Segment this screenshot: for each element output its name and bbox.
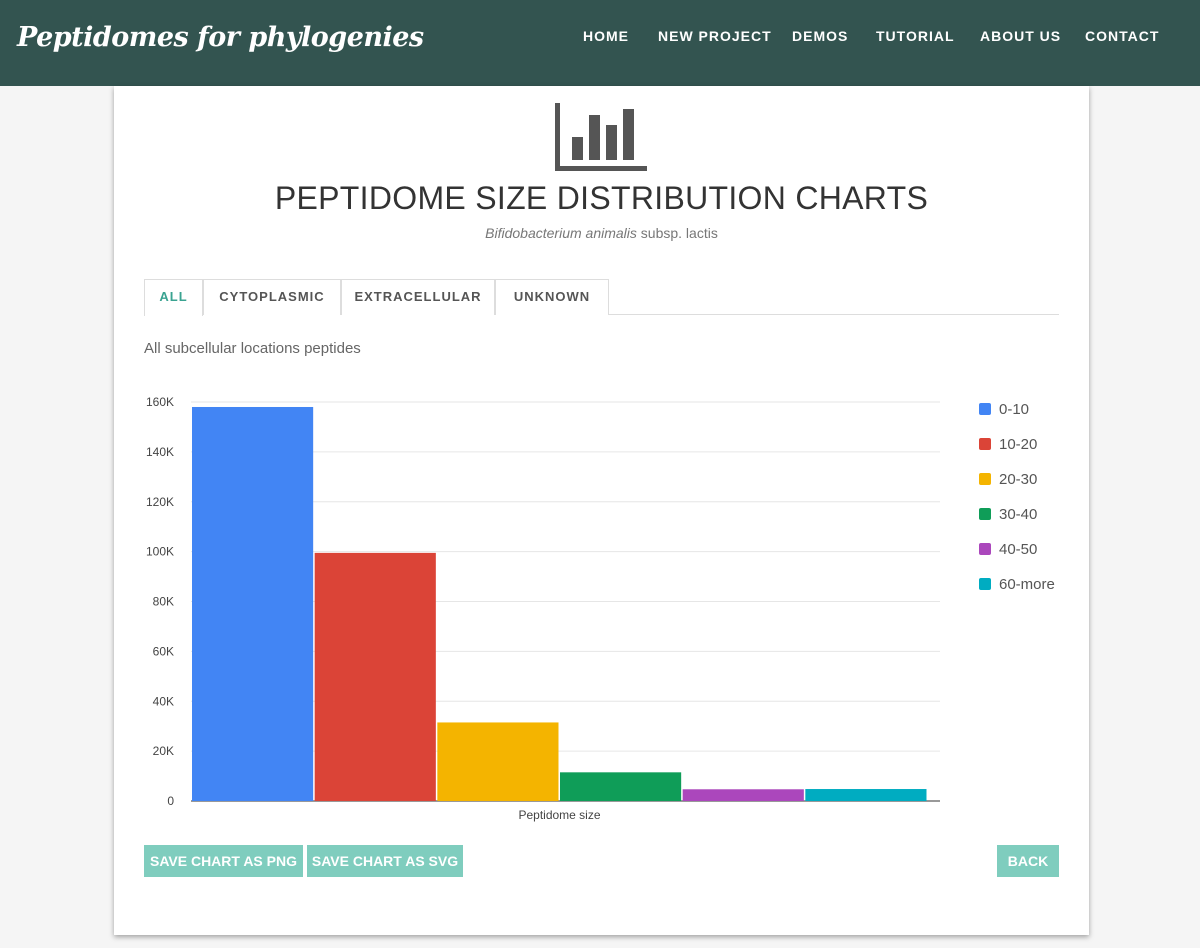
bar-chart-icon [555,103,647,171]
y-tick-label: 80K [153,595,174,609]
main-card: PEPTIDOME SIZE DISTRIBUTION CHARTS Bifid… [114,86,1089,935]
legend-swatch [979,578,991,590]
nav-about-us[interactable]: ABOUT US [980,28,1062,44]
tab-cytoplasmic[interactable]: CYTOPLASMIC [203,279,341,315]
save-svg-button[interactable]: SAVE CHART AS SVG [307,845,463,877]
legend-label: 40-50 [999,541,1037,558]
y-tick-label: 60K [153,644,174,658]
nav-new-project[interactable]: NEW PROJECT [658,28,772,44]
tab-all[interactable]: ALL [144,279,203,316]
nav-contact[interactable]: CONTACT [1085,28,1160,44]
page-title: PEPTIDOME SIZE DISTRIBUTION CHARTS [274,180,929,216]
organism-subtitle: Bifidobacterium animalis subsp. lactis [114,223,1089,243]
save-png-button[interactable]: SAVE CHART AS PNG [144,845,303,877]
nav-home[interactable]: HOME [583,28,629,44]
nav-demos[interactable]: DEMOS [792,28,849,44]
bar [805,789,927,801]
organism-name: Bifidobacterium animalis [485,225,637,241]
legend-swatch [979,438,991,450]
bar [437,722,559,801]
y-tick-label: 40K [153,694,174,708]
legend-label: 30-40 [999,506,1037,523]
bar [682,789,804,801]
legend-label: 60-more [999,576,1055,593]
bar [560,772,682,801]
y-tick-label: 0 [167,794,174,808]
brand-logo[interactable]: Peptidomes for phylogenies [17,22,424,53]
legend-label: 20-30 [999,471,1037,488]
legend-swatch [979,508,991,520]
legend-label: 0-10 [999,401,1029,418]
bar [314,552,436,801]
top-navbar: Peptidomes for phylogenies HOME NEW PROJ… [0,0,1200,86]
location-tabs: ALL CYTOPLASMIC EXTRACELLULAR UNKNOWN [144,279,1059,316]
x-axis-label: Peptidome size [518,808,600,822]
bar [192,406,314,801]
organism-subspecies: subsp. lactis [636,225,718,241]
y-tick-label: 160K [146,395,174,409]
y-tick-label: 100K [146,545,174,559]
nav-tutorial[interactable]: TUTORIAL [876,28,955,44]
tab-unknown[interactable]: UNKNOWN [495,279,609,315]
y-tick-label: 140K [146,445,174,459]
tab-extracellular[interactable]: EXTRACELLULAR [341,279,495,315]
peptidome-size-chart: 0 20K 40K 60K 80K 100K 120K 140K 160K 0-10 10-20 20… [146,395,1055,822]
tab-description: All subcellular locations peptides [144,340,361,357]
back-button[interactable]: BACK [997,845,1059,877]
legend-swatch [979,403,991,415]
y-tick-label: 20K [153,744,174,758]
legend-swatch [979,473,991,485]
y-tick-label: 120K [146,495,174,509]
legend-label: 10-20 [999,436,1037,453]
legend-swatch [979,543,991,555]
